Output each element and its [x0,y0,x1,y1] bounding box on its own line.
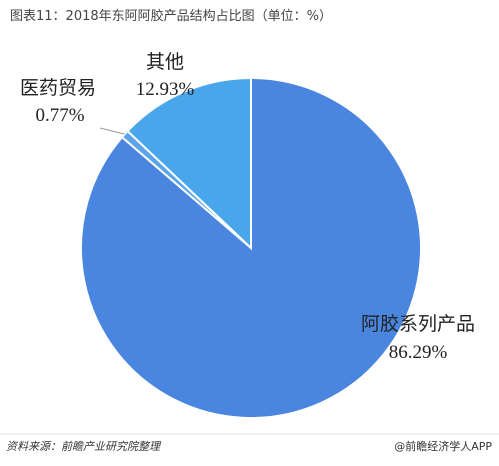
slice-label: 医药贸易 [20,77,96,99]
leader-line [99,127,125,135]
value-label: 12.93% [136,79,195,100]
slice-label: 其他 [146,51,184,73]
slice-label: 阿胶系列产品 [361,313,475,335]
pie-slice [126,76,252,251]
value-label: 86.29% [389,342,448,363]
source: 资料来源：前瞻产业研究院整理 [6,440,162,453]
chart-title: 图表11：2018年东阿阿胶产品结构占比图（单位：%） [10,8,332,24]
value-label: 0.77% [35,105,84,126]
credit: @前瞻经济学人APP [394,439,492,453]
